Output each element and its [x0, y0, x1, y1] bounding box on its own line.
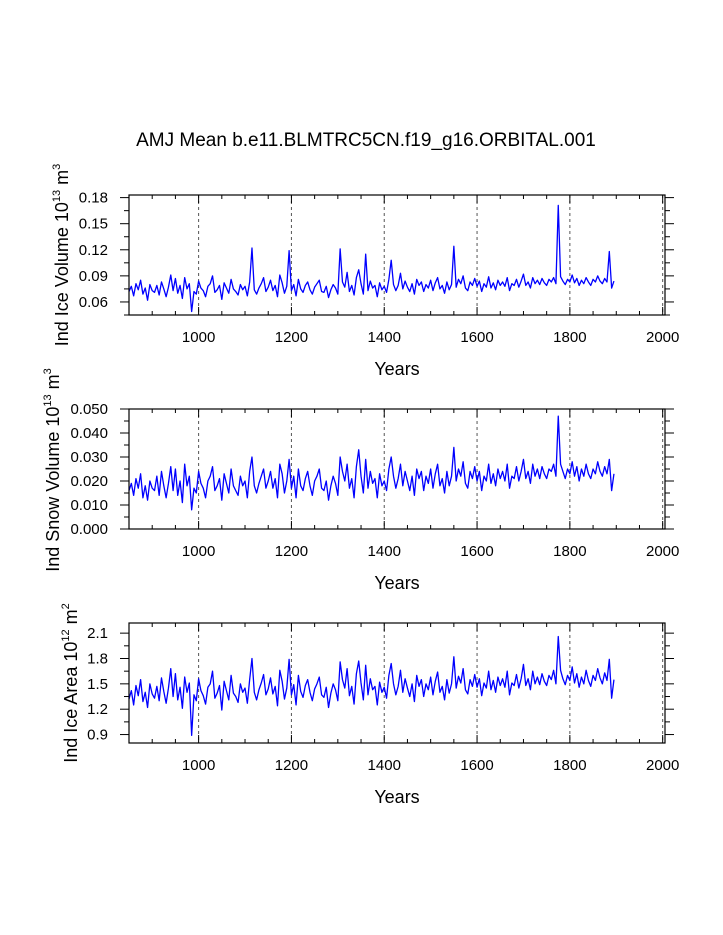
y-tick-label: 2.1 — [87, 625, 108, 642]
y-axis-title: Ind Ice Volume 1013 m3 — [51, 164, 72, 346]
y-axis-title-unit: m — [43, 374, 63, 394]
y-axis-title: Ind Snow Volume 1013 m3 — [42, 368, 63, 572]
y-tick-label: 1.8 — [87, 650, 108, 667]
y-axis-title-text: Ind Snow Volume 10 — [43, 407, 63, 572]
y-axis-title-exponent: 13 — [51, 190, 63, 202]
panel-ice-area: 1000 1200 1400 1600 1800 2000 0.9 1.2 1.5 1.8 2.1 Y… — [60, 603, 679, 807]
x-axis-title: Years — [374, 573, 419, 593]
y-tick-label: 0.15 — [79, 216, 108, 233]
x-tick-label: 1200 — [275, 329, 308, 346]
y-axis-title-unit-exponent: 3 — [42, 368, 54, 374]
y-tick-label: 0.040 — [70, 425, 108, 442]
x-tick-label: 1000 — [182, 329, 215, 346]
y-axis-title-text: Ind Ice Volume 10 — [52, 202, 72, 346]
y-axis-title-unit: m — [61, 609, 81, 629]
x-tick-label: 1400 — [368, 329, 401, 346]
x-tick-label: 1000 — [182, 757, 215, 774]
series-line-ice-area-0 — [128, 635, 615, 737]
y-tick-label: 1.5 — [87, 676, 108, 693]
y-tick-label: 0.06 — [79, 294, 108, 311]
y-tick-label: 0.9 — [87, 727, 108, 744]
chart-title: AMJ Mean b.e11.BLMTRC5CN.f19_g16.ORBITAL… — [136, 130, 596, 151]
series-line-snow-volume-0 — [128, 415, 615, 511]
x-axis-title: Years — [374, 787, 419, 807]
y-axis-title-text: Ind Ice Area 10 — [61, 642, 81, 763]
x-tick-label: 1800 — [553, 757, 586, 774]
panel-ice-volume: 1000 1200 1400 1600 1800 2000 0.06 0.09 0.12 0.15… — [51, 164, 679, 379]
y-tick-label: 0.12 — [79, 242, 108, 259]
panel-snow-volume: 1000 1200 1400 1600 1800 2000 0.000 0.010 0.020 0… — [42, 368, 679, 593]
x-tick-label: 1600 — [460, 329, 493, 346]
x-tick-label: 1200 — [275, 757, 308, 774]
y-tick-label: 0.030 — [70, 449, 108, 466]
x-tick-label: 1600 — [460, 757, 493, 774]
y-tick-label: 0.020 — [70, 473, 108, 490]
x-tick-label: 1400 — [368, 757, 401, 774]
x-tick-label: 2000 — [646, 543, 679, 560]
y-tick-label: 1.2 — [87, 701, 108, 718]
x-tick-label: 1200 — [275, 543, 308, 560]
y-axis-title-unit-exponent: 3 — [51, 164, 63, 170]
x-tick-label: 1400 — [368, 543, 401, 560]
x-tick-label: 1600 — [460, 543, 493, 560]
x-tick-label: 2000 — [646, 757, 679, 774]
y-axis-title-unit: m — [52, 170, 72, 190]
x-tick-label: 1800 — [553, 543, 586, 560]
series-line-ice-volume-0 — [128, 204, 615, 313]
plot-frame — [128, 194, 666, 316]
y-tick-label: 0.000 — [70, 521, 108, 538]
y-tick-label: 0.050 — [70, 401, 108, 418]
x-tick-label: 1000 — [182, 543, 215, 560]
y-tick-label: 0.09 — [79, 268, 108, 285]
y-axis-title: Ind Ice Area 1012 m2 — [60, 603, 81, 762]
y-axis-title-exponent: 13 — [42, 394, 54, 406]
y-axis-title-unit-exponent: 2 — [60, 603, 72, 609]
x-tick-label: 1800 — [553, 329, 586, 346]
y-tick-label: 0.010 — [70, 497, 108, 514]
x-tick-label: 2000 — [646, 329, 679, 346]
y-axis-title-exponent: 12 — [60, 629, 72, 641]
y-tick-label: 0.18 — [79, 190, 108, 207]
plot-frame — [128, 622, 666, 744]
panels: 1000 1200 1400 1600 1800 2000 0.06 0.09 0.12 0.15… — [42, 164, 679, 807]
x-axis-title: Years — [374, 359, 419, 379]
